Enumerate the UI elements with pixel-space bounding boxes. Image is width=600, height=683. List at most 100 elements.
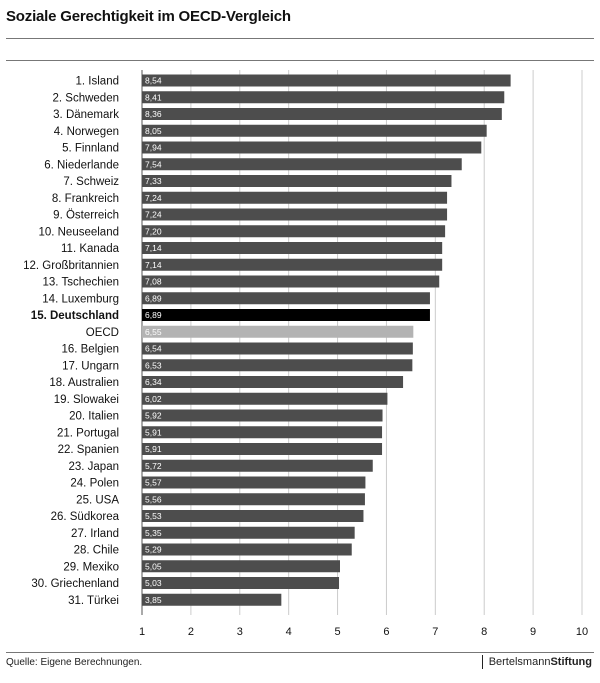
category-label: 3. Dänemark bbox=[53, 109, 119, 121]
data-label: 7,24 bbox=[145, 193, 162, 203]
logo-text-part1: Bertelsmann bbox=[488, 656, 551, 668]
data-label: 8,36 bbox=[145, 109, 162, 119]
category-label: 5. Finnland bbox=[62, 143, 119, 155]
bar bbox=[142, 426, 383, 439]
logo-text-part2: Stiftung bbox=[550, 656, 592, 668]
category-label: 12. Großbritannien bbox=[23, 260, 119, 272]
bertelsmann-stiftung-logo: BertelsmannStiftung bbox=[481, 655, 592, 669]
bar bbox=[142, 158, 462, 171]
bar bbox=[142, 593, 282, 606]
x-tick-label: 4 bbox=[286, 626, 292, 638]
category-label: 13. Tschechien bbox=[42, 277, 119, 289]
bar bbox=[142, 510, 364, 522]
x-tick-label: 6 bbox=[383, 626, 389, 638]
category-label: 22. Spanien bbox=[58, 444, 119, 456]
bar bbox=[142, 74, 511, 87]
category-label: 1. Island bbox=[76, 76, 119, 88]
x-tick-label: 10 bbox=[576, 626, 588, 638]
bar bbox=[142, 175, 452, 187]
data-label: 8,41 bbox=[145, 92, 162, 102]
data-label: 5,91 bbox=[145, 444, 162, 454]
category-label: 9. Österreich bbox=[53, 210, 119, 222]
category-label: 27. Irland bbox=[71, 528, 119, 540]
category-label: 16. Belgien bbox=[61, 344, 119, 356]
bar bbox=[142, 258, 443, 271]
bar bbox=[142, 225, 446, 238]
data-label: 8,54 bbox=[145, 76, 162, 86]
bar bbox=[142, 359, 413, 372]
data-label: 7,54 bbox=[145, 159, 162, 169]
header-rule bbox=[6, 60, 594, 61]
category-label: 25. USA bbox=[76, 494, 119, 506]
x-tick-label: 9 bbox=[530, 626, 536, 638]
bar bbox=[142, 141, 482, 154]
category-label: 4. Norwegen bbox=[54, 126, 119, 138]
bar bbox=[142, 292, 430, 305]
category-label: 31. Türkei bbox=[68, 595, 119, 607]
data-label: 7,14 bbox=[145, 243, 162, 253]
data-label: 5,05 bbox=[145, 561, 162, 571]
bar bbox=[142, 526, 355, 539]
data-label: 7,33 bbox=[145, 176, 162, 186]
data-label: 5,57 bbox=[145, 478, 162, 488]
bar bbox=[142, 108, 502, 120]
chart-title: Soziale Gerechtigkeit im OECD-Vergleich bbox=[6, 8, 291, 25]
data-label: 6,89 bbox=[145, 293, 162, 303]
bar bbox=[142, 459, 373, 472]
bar bbox=[142, 325, 414, 338]
bar bbox=[142, 443, 383, 455]
category-label: OECD bbox=[86, 327, 119, 339]
bar bbox=[142, 493, 365, 506]
data-label: 6,55 bbox=[145, 327, 162, 337]
source-note: Quelle: Eigene Berechnungen. bbox=[6, 657, 143, 668]
bar bbox=[142, 392, 388, 405]
data-label: 6,89 bbox=[145, 310, 162, 320]
category-label: 24. Polen bbox=[70, 478, 119, 490]
bar bbox=[142, 242, 443, 254]
category-label: 11. Kanada bbox=[61, 243, 120, 255]
data-label: 6,53 bbox=[145, 360, 162, 370]
data-label: 5,92 bbox=[145, 411, 162, 421]
data-label: 6,54 bbox=[145, 344, 162, 354]
data-label: 7,20 bbox=[145, 226, 162, 236]
category-label: 28. Chile bbox=[74, 545, 119, 557]
bar bbox=[142, 124, 487, 137]
bar bbox=[142, 208, 448, 221]
top-rule bbox=[6, 38, 594, 39]
category-label: 26. Südkorea bbox=[51, 511, 120, 523]
x-tick-label: 2 bbox=[188, 626, 194, 638]
category-label: 29. Mexiko bbox=[63, 561, 119, 573]
data-label: 8,05 bbox=[145, 126, 162, 136]
category-label: 7. Schweiz bbox=[63, 176, 119, 188]
data-label: 5,35 bbox=[145, 528, 162, 538]
category-label: 17. Ungarn bbox=[62, 360, 119, 372]
bar bbox=[142, 543, 352, 556]
bar bbox=[142, 560, 340, 573]
bar bbox=[142, 577, 340, 589]
category-label: 10. Neuseeland bbox=[38, 226, 119, 238]
category-label: 15. Deutschland bbox=[31, 310, 119, 322]
data-label: 5,29 bbox=[145, 545, 162, 555]
data-label: 3,85 bbox=[145, 595, 162, 605]
data-label: 7,14 bbox=[145, 260, 162, 270]
category-label: 21. Portugal bbox=[57, 427, 119, 439]
x-tick-label: 5 bbox=[334, 626, 340, 638]
x-tick-label: 8 bbox=[481, 626, 487, 638]
data-label: 5,72 bbox=[145, 461, 162, 471]
data-label: 5,03 bbox=[145, 578, 162, 588]
data-label: 7,08 bbox=[145, 277, 162, 287]
bar bbox=[142, 275, 440, 288]
data-label: 5,53 bbox=[145, 511, 162, 521]
category-label: 6. Niederlande bbox=[44, 159, 119, 171]
category-label: 23. Japan bbox=[68, 461, 119, 473]
data-label: 7,24 bbox=[145, 210, 162, 220]
category-label: 8. Frankreich bbox=[52, 193, 119, 205]
bar bbox=[142, 309, 430, 321]
category-label: 19. Slowakei bbox=[54, 394, 119, 406]
x-tick-label: 3 bbox=[237, 626, 243, 638]
category-label: 20. Italien bbox=[69, 411, 119, 423]
bar bbox=[142, 409, 383, 422]
category-label: 18. Australien bbox=[49, 377, 119, 389]
